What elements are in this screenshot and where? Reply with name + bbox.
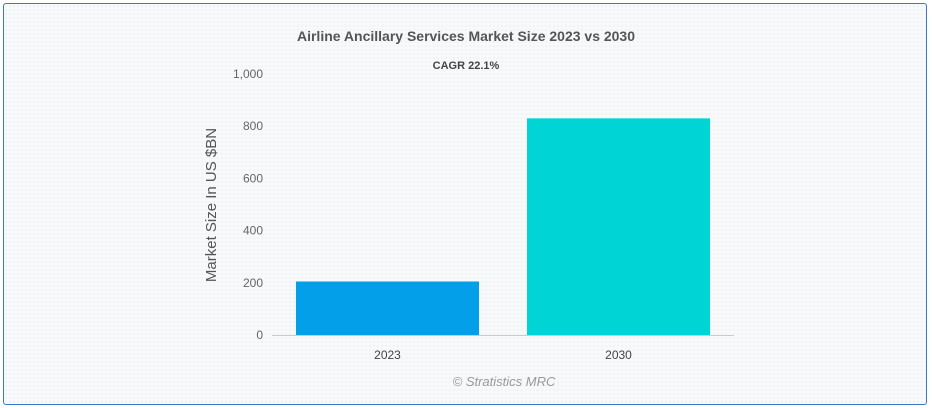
y-axis-ticks: 0 200 400 600 800 1,000 — [233, 67, 263, 342]
x-axis-ticks: 2023 2030 — [374, 348, 632, 362]
y-tick-label: 200 — [243, 276, 263, 290]
chart-title: Airline Ancillary Services Market Size 2… — [296, 28, 636, 44]
chart-frame — [3, 3, 927, 405]
y-tick-label: 0 — [256, 328, 263, 342]
chart-subtitle: CAGR 22.1% — [432, 60, 500, 72]
credit-watermark: © Stratistics MRC — [453, 374, 556, 389]
bar-2030[interactable] — [527, 118, 710, 336]
x-tick-label: 2030 — [605, 348, 632, 362]
x-tick-label: 2023 — [374, 348, 401, 362]
y-tick-label: 800 — [243, 119, 263, 133]
bar-2023[interactable] — [296, 281, 479, 335]
y-tick-label: 400 — [243, 224, 263, 238]
y-axis-label: Market Size In US $BN — [203, 128, 220, 282]
y-tick-label: 600 — [243, 171, 263, 185]
bars-group — [296, 118, 710, 336]
y-tick-label: 1,000 — [233, 67, 263, 81]
